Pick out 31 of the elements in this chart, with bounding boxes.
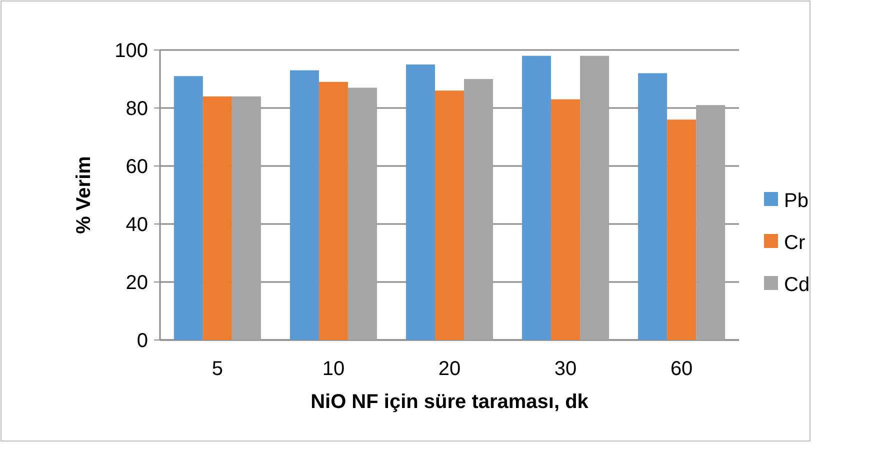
x-tick-label: 10 bbox=[322, 358, 345, 380]
bar bbox=[202, 96, 232, 340]
y-tick-label: 60 bbox=[126, 156, 148, 178]
x-tick-label: 5 bbox=[212, 358, 223, 380]
bar bbox=[290, 70, 319, 340]
bar bbox=[348, 88, 377, 340]
bar bbox=[434, 90, 464, 340]
y-axis-title: % Verim bbox=[73, 156, 95, 234]
bar bbox=[232, 96, 261, 340]
x-axis-title: NiO NF için süre taraması, dk bbox=[310, 391, 590, 413]
legend-label: Pb bbox=[784, 190, 808, 212]
x-tick-label: 60 bbox=[670, 358, 693, 380]
bar bbox=[667, 120, 696, 340]
bar bbox=[522, 56, 552, 340]
y-tick-label: 20 bbox=[126, 272, 148, 294]
x-tick-label: 30 bbox=[554, 358, 577, 380]
x-tick-label: 20 bbox=[438, 358, 461, 380]
y-tick-label: 0 bbox=[136, 330, 148, 352]
bar bbox=[406, 64, 435, 340]
bar bbox=[696, 105, 726, 340]
bar bbox=[318, 82, 348, 340]
legend-label: Cd bbox=[784, 274, 810, 296]
bar bbox=[464, 79, 494, 340]
y-tick-label: 100 bbox=[114, 40, 148, 62]
y-tick-label: 40 bbox=[126, 214, 148, 236]
bar bbox=[174, 76, 203, 340]
y-tick-label: 80 bbox=[126, 98, 148, 120]
legend-label: Cr bbox=[784, 232, 806, 254]
bar bbox=[551, 99, 580, 340]
bar bbox=[580, 56, 610, 340]
bar bbox=[638, 73, 668, 340]
